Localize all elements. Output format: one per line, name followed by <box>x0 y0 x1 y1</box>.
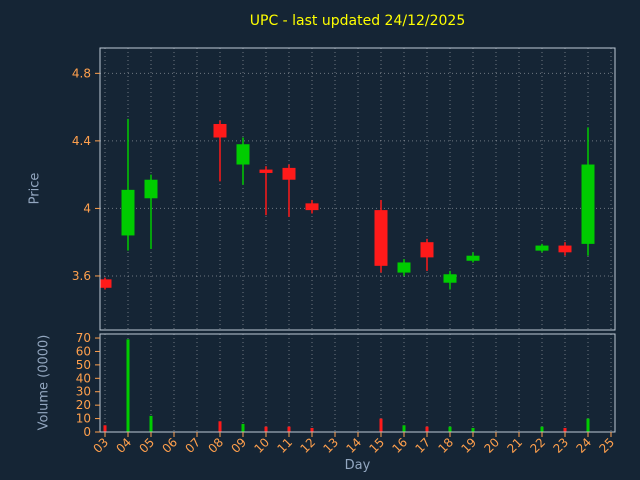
volume-tick-label: 10 <box>76 412 91 426</box>
candle-body <box>581 164 595 244</box>
candle-body <box>236 144 250 165</box>
volume-tick-label: 0 <box>83 425 91 439</box>
x-tick-label: 17 <box>412 435 433 456</box>
chart-title: UPC - last updated 24/12/2025 <box>249 13 466 29</box>
candle-body <box>213 123 227 138</box>
volume-bar <box>402 425 406 432</box>
volume-bar <box>310 427 314 432</box>
x-tick-label: 20 <box>481 435 502 456</box>
x-tick-label: 09 <box>228 435 249 456</box>
volume-bar <box>241 423 245 432</box>
candle-body <box>466 255 480 261</box>
x-tick-label: 03 <box>90 435 111 456</box>
candle-body <box>121 189 135 236</box>
x-tick-label: 12 <box>297 435 318 456</box>
x-tick-label: 05 <box>136 435 157 456</box>
x-tick-label: 23 <box>550 435 571 456</box>
x-tick-label: 18 <box>435 435 456 456</box>
volume-bar <box>540 426 544 432</box>
x-tick-label: 14 <box>343 435 364 456</box>
volume-bar <box>379 418 383 432</box>
volume-bar <box>103 425 107 432</box>
x-tick-label: 22 <box>527 435 548 456</box>
x-axis-label: Day <box>344 458 371 473</box>
volume-bar <box>425 426 429 432</box>
candle-body <box>397 262 411 273</box>
gridlines <box>100 48 615 432</box>
volume-bar <box>287 426 291 432</box>
candle-body <box>100 279 112 288</box>
x-tick-label: 25 <box>596 435 617 456</box>
candle-body <box>558 245 572 253</box>
x-tick-label: 06 <box>159 435 180 456</box>
volume-bar <box>448 426 452 432</box>
volume-tick-label: 70 <box>76 331 91 345</box>
volume-bar <box>563 427 567 432</box>
x-tick-label: 04 <box>113 435 134 456</box>
volume-bar <box>149 415 153 432</box>
candle-body <box>443 274 457 283</box>
volume-tick-label: 40 <box>76 371 91 385</box>
x-tick-label: 24 <box>573 435 594 456</box>
volume-tick-label: 20 <box>76 398 91 412</box>
volume-tick-label: 50 <box>76 358 91 372</box>
x-tick-label: 21 <box>504 435 525 456</box>
price-tick-label: 3.6 <box>72 269 91 283</box>
volume-tick-label: 30 <box>76 385 91 399</box>
x-tick-label: 15 <box>366 435 387 456</box>
candle-body <box>374 210 388 266</box>
volume-bar <box>218 421 222 432</box>
candle-body <box>535 245 549 251</box>
x-tick-label: 07 <box>182 435 203 456</box>
candles <box>100 118 595 290</box>
x-tick-label: 19 <box>458 435 479 456</box>
volume-bar <box>471 427 475 432</box>
candle-body <box>282 167 296 180</box>
price-tick-label: 4.4 <box>72 134 91 148</box>
x-tick-label: 13 <box>320 435 341 456</box>
volume-tick-label: 60 <box>76 344 91 358</box>
volume-bar <box>264 426 268 432</box>
volume-bars <box>103 339 590 432</box>
candle-body <box>144 179 158 199</box>
price-tick-label: 4.8 <box>72 66 91 80</box>
price-panel-frame <box>99 47 616 331</box>
price-tick-label: 4 <box>83 201 91 215</box>
x-tick-label: 10 <box>251 435 272 456</box>
candle-body <box>420 242 434 258</box>
x-tick-label: 16 <box>389 435 410 456</box>
volume-bar <box>126 339 130 432</box>
candle-body <box>259 169 273 173</box>
volume-bar <box>586 418 590 432</box>
x-tick-label: 08 <box>205 435 226 456</box>
x-tick-label: 11 <box>274 435 295 456</box>
candle-body <box>305 203 319 211</box>
